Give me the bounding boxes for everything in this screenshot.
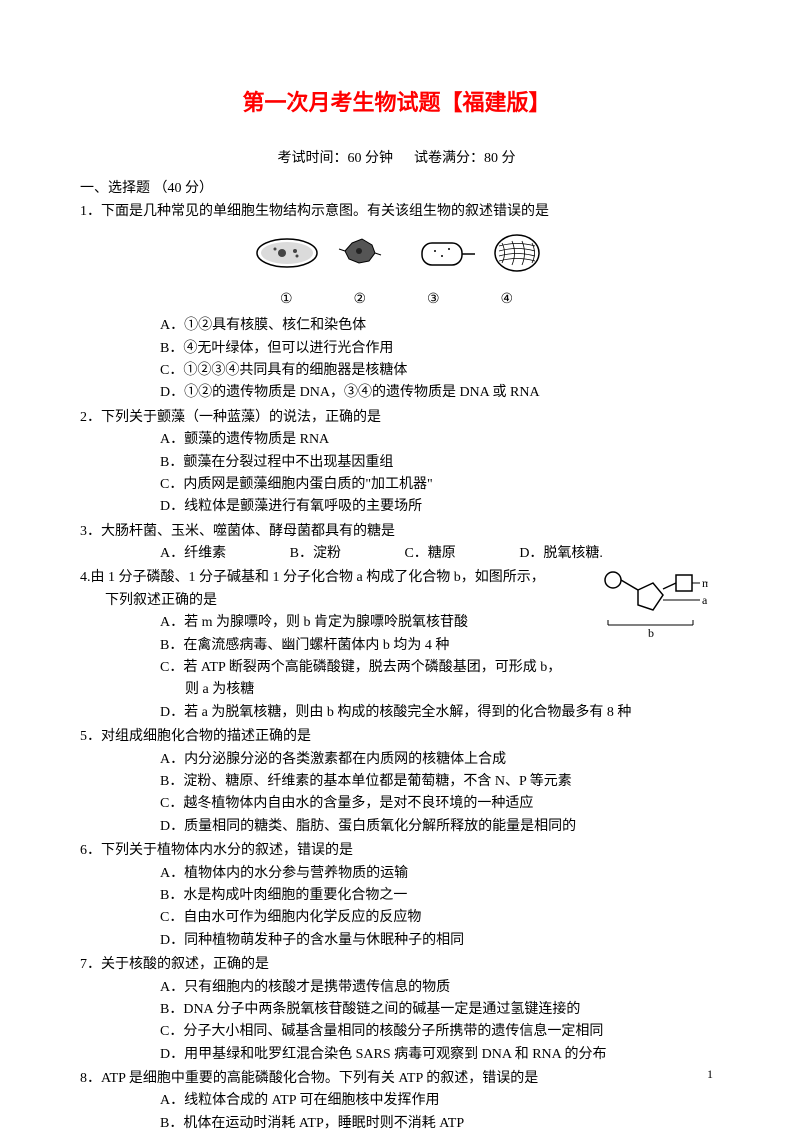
q7-optA: A．只有细胞内的核酸才是携带遗传信息的物质 — [80, 977, 713, 999]
q3-options: A．纤维素 B．淀粉 C．糖原 D．脱氧核糖. — [80, 543, 713, 565]
q8-text: 8．ATP 是细胞中重要的高能磷酸化合物。下列有关 ATP 的叙述，错误的是 — [80, 1068, 713, 1090]
q5-optA: A．内分泌腺分泌的各类激素都在内质网的核糖体上合成 — [80, 749, 713, 771]
q7-optB: B．DNA 分子中两条脱氧核苷酸链之间的碱基一定是通过氢键连接的 — [80, 999, 713, 1021]
q8-optA: A．线粒体合成的 ATP 可在细胞核中发挥作用 — [80, 1090, 713, 1112]
q1-text: 1．下面是几种常见的单细胞生物结构示意图。有关该组生物的叙述错误的是 — [80, 201, 713, 223]
page-number: 1 — [707, 1067, 713, 1082]
q6-optC: C．自由水可作为细胞内化学反应的反应物 — [80, 907, 713, 929]
score-label: 试卷满分： — [414, 151, 484, 166]
q3-optC: C．糖原 — [404, 543, 455, 565]
q3-optB: B．淀粉 — [290, 543, 341, 565]
q1-label-2: ② — [330, 289, 390, 311]
question-3: 3．大肠杆菌、玉米、噬菌体、酵母菌都具有的糖是 A．纤维素 B．淀粉 C．糖原 … — [80, 521, 713, 566]
q3-text: 3．大肠杆菌、玉米、噬菌体、酵母菌都具有的糖是 — [80, 521, 713, 543]
svg-text:b: b — [648, 626, 654, 640]
score-value: 80 分 — [484, 151, 516, 166]
q5-optC: C．越冬植物体内自由水的含量多，是对不良环境的一种适应 — [80, 793, 713, 815]
question-6: 6．下列关于植物体内水分的叙述，错误的是 A．植物体内的水分参与营养物质的运输 … — [80, 840, 713, 952]
q4-diagram: m a b — [598, 565, 708, 650]
q4-optD: D．若 a 为脱氧核糖，则由 b 构成的核酸完全水解，得到的化合物最多有 8 种 — [80, 702, 713, 724]
time-label: 考试时间： — [278, 151, 348, 166]
question-2: 2．下列关于颤藻（一种蓝藻）的说法，正确的是 A．颤藻的遗传物质是 RNA B．… — [80, 407, 713, 519]
q7-text: 7．关于核酸的叙述，正确的是 — [80, 954, 713, 976]
q3-optA: A．纤维素 — [160, 543, 226, 565]
question-7: 7．关于核酸的叙述，正确的是 A．只有细胞内的核酸才是携带遗传信息的物质 B．D… — [80, 954, 713, 1066]
q1-optC: C．①②③④共同具有的细胞器是核糖体 — [80, 360, 713, 382]
time-value: 60 分钟 — [348, 151, 394, 166]
q6-text: 6．下列关于植物体内水分的叙述，错误的是 — [80, 840, 713, 862]
q2-text: 2．下列关于颤藻（一种蓝藻）的说法，正确的是 — [80, 407, 713, 429]
q1-label-4: ④ — [477, 289, 537, 311]
q6-optB: B．水是构成叶肉细胞的重要化合物之一 — [80, 885, 713, 907]
q1-cell-images — [80, 231, 713, 284]
svg-text:m: m — [702, 576, 708, 590]
q7-optC: C．分子大小相同、碱基含量相同的核酸分子所携带的遗传信息一定相同 — [80, 1021, 713, 1043]
q4-optC: C．若 ATP 断裂两个高能磷酸键，脱去两个磷酸基团，可形成 b， — [80, 657, 713, 679]
q1-optB: B．④无叶绿体，但可以进行光合作用 — [80, 338, 713, 360]
q1-label-1: ① — [256, 289, 316, 311]
exam-title: 第一次月考生物试题【福建版】 — [80, 85, 713, 117]
q5-optB: B．淀粉、糖原、纤维素的基本单位都是葡萄糖，不含 N、P 等元素 — [80, 771, 713, 793]
q2-optB: B．颤藻在分裂过程中不出现基因重组 — [80, 452, 713, 474]
q7-optD: D．用甲基绿和吡罗红混合染色 SARS 病毒可观察到 DNA 和 RNA 的分布 — [80, 1044, 713, 1066]
q8-optB: B．机体在运动时消耗 ATP，睡眠时则不消耗 ATP — [80, 1113, 713, 1135]
section1-header: 一、选择题 （40 分） — [80, 177, 713, 197]
q1-optD: D．①②的遗传物质是 DNA，③④的遗传物质是 DNA 或 RNA — [80, 382, 713, 404]
q1-label-3: ③ — [403, 289, 463, 311]
q1-labels: ① ② ③ ④ — [80, 289, 713, 311]
q3-optD: D．脱氧核糖. — [519, 543, 603, 565]
q6-optD: D．同种植物萌发种子的含水量与休眠种子的相同 — [80, 930, 713, 952]
q5-text: 5．对组成细胞化合物的描述正确的是 — [80, 726, 713, 748]
q1-optA: A．①②具有核膜、核仁和染色体 — [80, 315, 713, 337]
question-5: 5．对组成细胞化合物的描述正确的是 A．内分泌腺分泌的各类激素都在内质网的核糖体… — [80, 726, 713, 838]
q2-optA: A．颤藻的遗传物质是 RNA — [80, 429, 713, 451]
q6-optA: A．植物体内的水分参与营养物质的运输 — [80, 863, 713, 885]
question-1: 1．下面是几种常见的单细胞生物结构示意图。有关该组生物的叙述错误的是 — [80, 201, 713, 405]
q4-optC2: 则 a 为核糖 — [80, 679, 713, 701]
svg-text:a: a — [702, 593, 708, 607]
q2-optD: D．线粒体是颤藻进行有氧呼吸的主要场所 — [80, 496, 713, 518]
q2-optC: C．内质网是颤藻细胞内蛋白质的"加工机器" — [80, 474, 713, 496]
exam-info: 考试时间：60 分钟 试卷满分：80 分 — [80, 147, 713, 167]
question-8: 8．ATP 是细胞中重要的高能磷酸化合物。下列有关 ATP 的叙述，错误的是 A… — [80, 1068, 713, 1135]
q5-optD: D．质量相同的糖类、脂肪、蛋白质氧化分解所释放的能量是相同的 — [80, 816, 713, 838]
